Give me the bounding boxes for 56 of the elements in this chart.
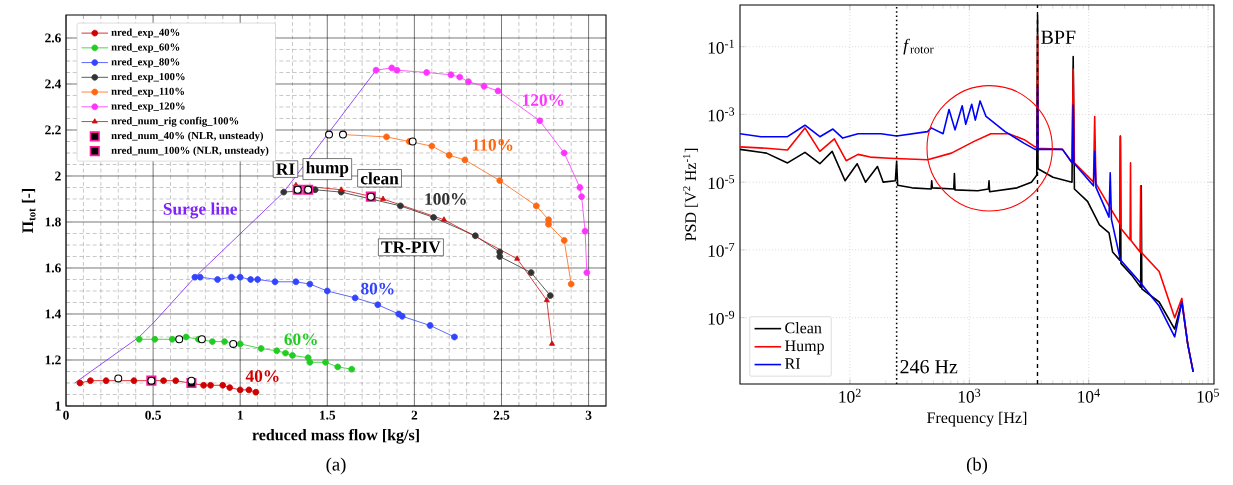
y-tick-label: 1: [55, 401, 61, 411]
legend-label: nred_exp_60%: [111, 43, 180, 53]
ref-line-label: BPF: [1041, 30, 1076, 44]
y-tick-label: 2.6: [45, 33, 61, 43]
legend-label: nred_num_rig config_100%: [111, 116, 239, 127]
y-tick-label: 2.2: [45, 125, 61, 135]
text: (b): [966, 457, 988, 475]
y-axis-title: Π$_{tot}$ [-]: [21, 188, 36, 233]
y-tick-label: 2: [55, 171, 61, 181]
annotation: TR-PIV: [381, 241, 441, 254]
x-tick-label: 2: [411, 410, 418, 420]
annotation: hump: [306, 161, 349, 177]
legend-label: nred_exp_110%: [111, 87, 184, 98]
annotation: 80%: [361, 282, 394, 295]
legend-label: nred_exp_40%: [111, 28, 180, 39]
annotation: clean: [360, 172, 399, 185]
x-tick-label: 1: [237, 410, 243, 420]
y-axis-title: PSD [V$^{2}$ Hz$^{-1}$]: [683, 148, 699, 241]
annotation: 120%: [523, 94, 564, 106]
y-tick-label: 10$^{-5}$: [708, 175, 735, 190]
legend-label: nred_num_40% (NLR, unsteady): [111, 131, 264, 142]
x-tick-label: 10$^{4}$: [1078, 388, 1100, 403]
annotation: Surge line: [163, 202, 237, 219]
x-tick-label: 10$^{2}$: [839, 388, 861, 403]
x-tick-label: 0: [63, 410, 69, 420]
x-tick-label: 1.5: [320, 410, 336, 420]
annotation: 60%: [284, 333, 317, 346]
legend-label: nred_exp_100%: [111, 72, 185, 83]
annotation: 100%: [425, 193, 466, 205]
y-tick-label: 10$^{-1}$: [708, 39, 734, 54]
x-axis-title: Frequency [Hz]: [927, 411, 1027, 427]
annotation: 40%: [245, 370, 279, 382]
legend-label: RI: [785, 358, 801, 369]
y-tick-label: 2.4: [45, 79, 62, 89]
y-tick-label: 1.2: [45, 355, 61, 365]
x-axis-title: reduced mass flow [kg/s]: [252, 428, 419, 444]
legend-label: nred_num_100% (NLR, unsteady): [111, 146, 269, 157]
x-tick-label: 3: [585, 410, 592, 420]
y-tick-label: 10$^{-9}$: [708, 310, 735, 325]
annotation: f$_{rotor}$: [903, 38, 934, 55]
y-tick-label: 10$^{-3}$: [708, 107, 735, 122]
text: (a): [326, 457, 346, 475]
legend-label: nred_exp_80%: [111, 57, 180, 68]
legend-label: Hump: [785, 340, 824, 355]
x-tick-label: 0.5: [145, 410, 161, 420]
legend-label: nred_exp_120%: [111, 102, 185, 112]
legend-label: Clean: [785, 322, 822, 334]
x-tick-label: 2.5: [493, 410, 510, 420]
y-tick-label: 1.6: [45, 263, 61, 273]
y-tick-label: 1.8: [45, 217, 61, 227]
ref-line-label: 246 Hz: [900, 360, 958, 374]
y-tick-label: 1.4: [45, 309, 62, 319]
y-tick-label: 10$^{-7}$: [708, 242, 735, 257]
annotation: RI: [276, 163, 295, 175]
x-tick-label: 10$^{3}$: [958, 388, 981, 403]
x-tick-label: 10$^{5}$: [1197, 388, 1219, 403]
